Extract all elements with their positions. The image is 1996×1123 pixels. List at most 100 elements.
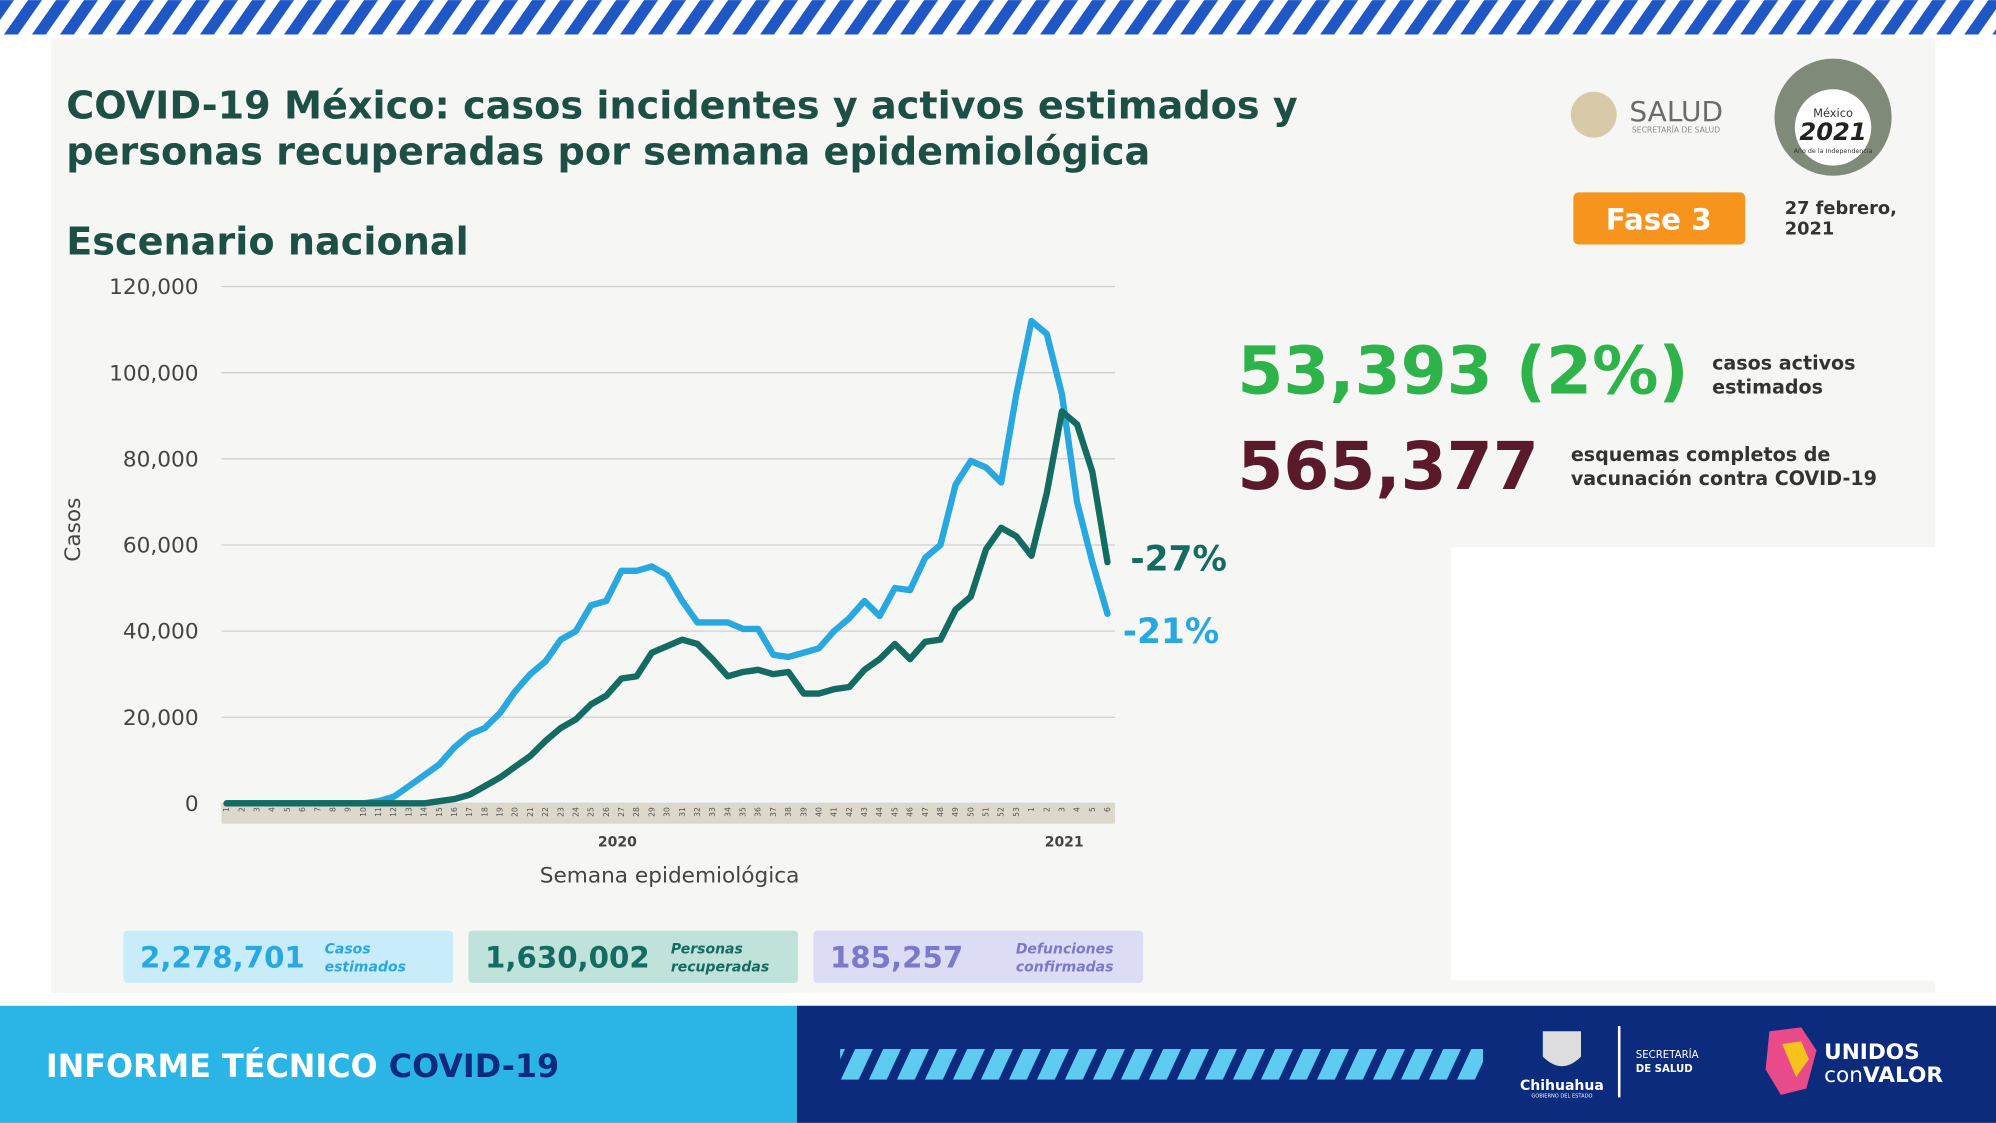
box-value: 185,257 bbox=[830, 941, 963, 975]
x-tick-label: 1 bbox=[222, 807, 231, 812]
x-tick-label: 42 bbox=[845, 807, 854, 817]
chihuahua: Chihuahua bbox=[1520, 1078, 1604, 1094]
x-tick-label: 52 bbox=[997, 807, 1006, 817]
chihuahua-shield bbox=[1542, 1031, 1582, 1067]
x-tick-label: 31 bbox=[678, 807, 687, 817]
secretaria: DE SALUD bbox=[1636, 1064, 1693, 1075]
x-tick-label: 22 bbox=[541, 807, 550, 817]
x-tick-label: 18 bbox=[480, 807, 489, 817]
x-tick-label: 16 bbox=[450, 807, 459, 817]
footer-title: INFORME TÉCNICO COVID-19 bbox=[46, 1047, 559, 1085]
unidos-map-part bbox=[1782, 1041, 1809, 1078]
x-tick-label: 47 bbox=[921, 807, 930, 817]
x-tick-label: 5 bbox=[283, 807, 292, 812]
x-tick-label: 3 bbox=[253, 807, 262, 812]
con: con bbox=[1824, 1063, 1863, 1088]
y-tick-label: 120,000 bbox=[109, 275, 198, 300]
x-tick-label: 38 bbox=[784, 807, 793, 817]
chart: 0 20,000 40,000 60,000 80,000 100,000 120,000 1… bbox=[61, 275, 1227, 888]
x-tick-label: 17 bbox=[465, 807, 474, 817]
title: personas recuperadas por semana epidemio… bbox=[66, 130, 1150, 174]
x-tick-label: 10 bbox=[359, 807, 368, 817]
x-tick-label: 33 bbox=[708, 807, 717, 817]
end-annotation: -27% bbox=[1130, 539, 1227, 579]
box-label: estimados bbox=[325, 959, 406, 975]
salud-emblem bbox=[1570, 91, 1617, 138]
year-label: 2020 bbox=[598, 835, 637, 851]
x-tick-label: 27 bbox=[617, 807, 626, 817]
date: 27 febrero, bbox=[1785, 198, 1897, 219]
y-tick-label: 80,000 bbox=[123, 447, 199, 472]
box-deaths bbox=[813, 930, 1144, 983]
x-tick-label: 40 bbox=[814, 807, 823, 817]
y-tick-label: 0 bbox=[185, 792, 199, 817]
box-label: confirmadas bbox=[1016, 959, 1114, 975]
logo-2021-text: México bbox=[1813, 106, 1853, 120]
x-axis-label: Semana epidemiológica bbox=[540, 863, 800, 888]
x-tick-label: 26 bbox=[602, 807, 611, 817]
x-tick-label: 4 bbox=[1073, 807, 1082, 812]
phase-badge bbox=[1573, 192, 1746, 245]
x-tick-label: 30 bbox=[663, 807, 672, 817]
series-line bbox=[223, 408, 1111, 807]
x-tick-label: 14 bbox=[420, 807, 429, 817]
x-tick-label: 50 bbox=[966, 807, 975, 817]
year-label: 2021 bbox=[1045, 835, 1084, 851]
x-tick-label: 24 bbox=[571, 807, 580, 817]
x-tick-label: 45 bbox=[890, 807, 899, 817]
x-axis-band bbox=[221, 803, 1116, 824]
white-panel bbox=[1451, 547, 1935, 981]
active-label: estimados bbox=[1712, 375, 1823, 398]
logo-2021-year: 2021 bbox=[1799, 118, 1866, 146]
x-tick-label: 29 bbox=[647, 807, 656, 817]
end-annotation: -21% bbox=[1123, 612, 1220, 652]
x-tick-label: 7 bbox=[313, 807, 322, 812]
x-tick-label: 36 bbox=[754, 807, 763, 817]
x-tick-label: 19 bbox=[496, 807, 505, 817]
date: 2021 bbox=[1785, 218, 1835, 239]
y-tick-label: 60,000 bbox=[123, 534, 199, 559]
y-tick-label: 100,000 bbox=[109, 361, 198, 386]
vacc-label: vacunación contra COVID-19 bbox=[1571, 467, 1877, 490]
x-tick-label: 11 bbox=[374, 807, 383, 817]
x-tick-label: 6 bbox=[1103, 807, 1112, 812]
vaccination: 565,377 bbox=[1237, 428, 1538, 505]
x-tick-label: 21 bbox=[526, 807, 535, 817]
x-tick-label: 34 bbox=[723, 807, 732, 817]
y-axis-label: Casos bbox=[61, 498, 86, 562]
footer-title-b: COVID-19 bbox=[389, 1047, 559, 1085]
active-cases: 53,393 (2%) bbox=[1237, 332, 1688, 409]
x-tick-label: 5 bbox=[1088, 807, 1097, 812]
box-cases bbox=[123, 930, 454, 983]
subtitle: Escenario nacional bbox=[66, 221, 469, 265]
logo-2021-inner bbox=[1794, 89, 1872, 166]
box-label: Casos bbox=[325, 942, 371, 958]
box-label: recuperadas bbox=[671, 959, 769, 975]
x-tick-label: 4 bbox=[268, 807, 277, 812]
x-tick-label: 9 bbox=[344, 807, 353, 812]
x-tick-label: 44 bbox=[875, 807, 884, 817]
logo-2021-sub: Año de la Independencia bbox=[1794, 148, 1873, 155]
y-tick-label: 20,000 bbox=[123, 706, 199, 731]
x-tick-label: 2 bbox=[237, 807, 246, 812]
vacc-label: esquemas completos de bbox=[1571, 443, 1831, 466]
box-label: Defunciones bbox=[1016, 942, 1114, 958]
x-tick-label: 23 bbox=[556, 807, 565, 817]
x-tick-label: 13 bbox=[404, 807, 413, 817]
x-tick-label: 20 bbox=[511, 807, 520, 817]
x-tick-label: 51 bbox=[982, 807, 991, 817]
x-tick-label: 12 bbox=[389, 807, 398, 817]
salud-logo-sub: SECRETARÍA DE SALUD bbox=[1632, 126, 1720, 135]
box-value: 1,630,002 bbox=[485, 941, 650, 975]
title: COVID-19 México: casos incidentes y acti… bbox=[66, 85, 1298, 129]
top-stripes bbox=[0, 0, 1996, 35]
x-tick-label: 28 bbox=[632, 807, 641, 817]
y-tick-label: 40,000 bbox=[123, 620, 199, 645]
box-recovered bbox=[468, 930, 799, 983]
phase-text: Fase 3 bbox=[1606, 202, 1712, 236]
unidos: UNIDOS bbox=[1824, 1040, 1920, 1065]
valor: VALOR bbox=[1863, 1063, 1943, 1088]
x-tick-label: 8 bbox=[328, 807, 337, 812]
salud-logo: SALUD bbox=[1629, 95, 1723, 128]
